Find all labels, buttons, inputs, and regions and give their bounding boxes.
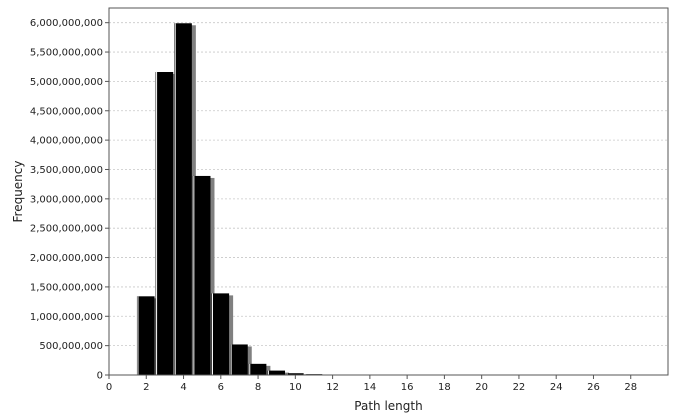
y-tick-label: 3,500,000,000 [30,165,103,176]
x-tick-label: 22 [513,382,526,393]
y-tick-label: 0 [97,371,103,382]
y-axis-label: Frequency [11,161,25,223]
bar-3 [155,72,174,376]
bar-7 [230,344,248,375]
y-tick-label: 500,000,000 [39,341,103,352]
x-tick-label: 8 [255,382,261,393]
y-tick-label: 5,500,000,000 [30,48,103,59]
bar-8 [248,363,267,375]
y-tick-label: 1,500,000,000 [30,282,103,293]
x-tick-label: 12 [326,382,339,393]
bar-5 [192,175,211,375]
bar-4 [174,23,192,375]
bar-6 [211,293,230,375]
x-tick-label: 10 [289,382,302,393]
x-tick-label: 4 [180,382,186,393]
x-tick-label: 2 [143,382,149,393]
y-tick-label: 4,500,000,000 [30,106,103,117]
y-tick-label: 2,000,000,000 [30,253,103,264]
bar-2 [136,296,155,375]
plot-area-frame [108,7,669,376]
y-tick-label: 4,000,000,000 [30,136,103,147]
bar-9 [267,370,286,375]
x-tick-label: 24 [550,382,563,393]
x-tick-label: 16 [401,382,414,393]
y-tick-label: 6,000,000,000 [30,18,103,29]
x-axis-label: Path length [354,399,422,413]
x-tick-label: 20 [475,382,488,393]
x-tick-label: 18 [438,382,451,393]
y-axis-ticks: 0 500,000,000 1,000,000,000 1,500,000,000 2,… [30,18,109,382]
x-tick-label: 0 [106,382,112,393]
x-axis-ticks: 0 2 4 6 8 10 12 14 16 18 20 22 24 26 28 [106,375,637,393]
x-tick-label: 14 [363,382,376,393]
bar-10 [286,373,304,375]
y-tick-label: 5,000,000,000 [30,77,103,88]
x-tick-label: 28 [624,382,637,393]
x-tick-label: 26 [587,382,600,393]
y-tick-label: 3,000,000,000 [30,194,103,205]
x-tick-label: 6 [218,382,224,393]
bars [136,23,397,376]
y-tick-label: 2,500,000,000 [30,224,103,235]
y-tick-label: 1,000,000,000 [30,312,103,323]
